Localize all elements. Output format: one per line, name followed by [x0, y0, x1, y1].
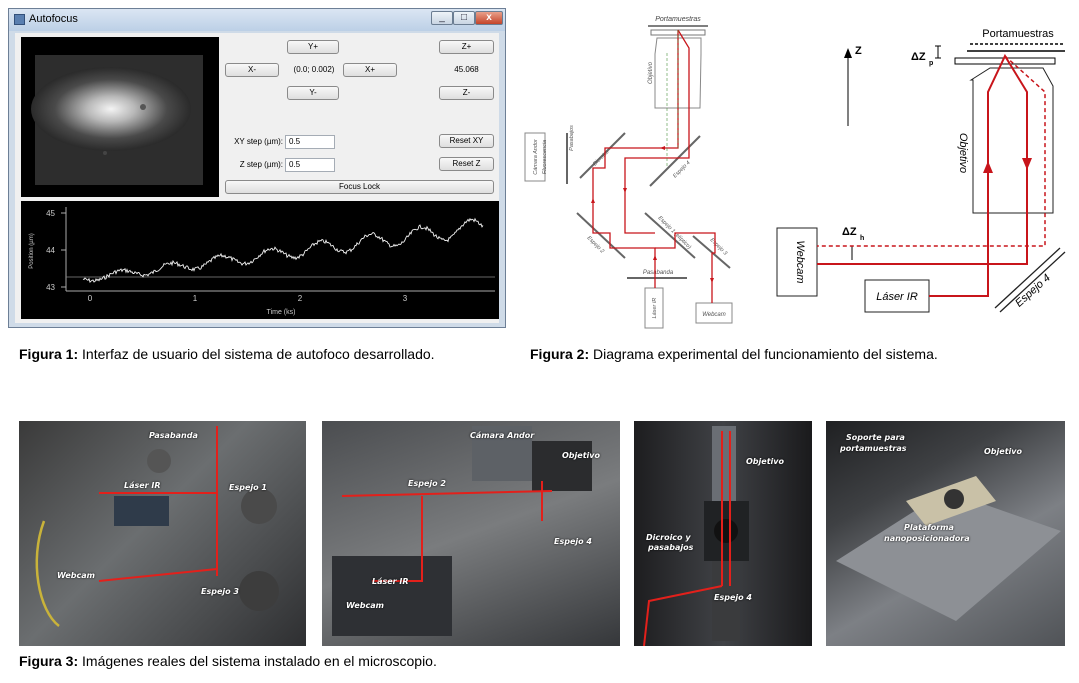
left-fluorescencia-label: Fluorescencia — [542, 140, 548, 174]
y-tick-label: 44 — [46, 246, 55, 255]
photo2-webcam-label: Webcam — [346, 601, 384, 610]
left-dicroico-label: Dicroico — [592, 149, 610, 167]
photo1-webcam-label: Webcam — [57, 571, 95, 580]
left-laser-label: Láser IR — [652, 298, 658, 319]
right-dzp-subscript: p — [929, 60, 933, 67]
minimize-button[interactable]: _ — [431, 11, 453, 25]
figure-3-text: Imágenes reales del sistema instalado en… — [78, 653, 437, 669]
right-laser-label: Láser IR — [876, 291, 918, 303]
photo-1: Pasabanda Láser IR Espejo 1 Webcam Espej… — [19, 421, 306, 646]
photo1-laser-label: Láser IR — [124, 481, 161, 490]
window-client-area: Y+ Z+ X- (0.0; 0.002) X+ 45.068 Y- Z- XY… — [15, 33, 499, 323]
left-portamuestras-label: Portamuestras — [655, 16, 701, 23]
photo4-soporte-label-1: Soporte para — [846, 433, 905, 442]
y-axis-label: Position (µm) — [29, 233, 35, 268]
figure-3-label: Figura 3: — [19, 653, 78, 669]
x-axis-label: Time (ks) — [267, 309, 296, 316]
photo4-plataforma-label-2: nanoposicionadora — [884, 534, 970, 543]
photo3-dicroico-label: Dicroico y — [646, 533, 691, 542]
close-button[interactable]: x — [475, 11, 503, 25]
maximize-button[interactable]: □ — [453, 11, 475, 25]
xy-step-label: XY step (µm): — [233, 136, 283, 148]
figure-2-diagram: Portamuestras Objetivo Cámara Andor Fluo… — [515, 8, 1075, 338]
focus-lock-button[interactable]: Focus Lock — [225, 180, 494, 194]
left-camara-label: Cámara Andor — [533, 138, 539, 175]
photo3-pasabajos-label: pasabajos — [648, 543, 693, 552]
figure-2-label: Figura 2: — [530, 346, 589, 362]
left-espejo4-label: Espejo 4 — [672, 160, 691, 179]
z-position-readout: 45.068 — [439, 64, 494, 76]
z-step-label: Z step (µm): — [233, 159, 283, 171]
y-minus-button[interactable]: Y- — [287, 86, 339, 100]
x-plus-button[interactable]: X+ — [343, 63, 397, 77]
position-plot: 45 44 43 0 1 2 3 Time (ks) Position (µm) — [21, 201, 499, 319]
z-step-input[interactable]: 0.5 — [285, 158, 335, 172]
xy-position-readout: (0.0; 0.002) — [287, 64, 341, 76]
reset-xy-button[interactable]: Reset XY — [439, 134, 494, 148]
x-tick-label: 2 — [298, 294, 303, 303]
photo-4: Soporte para portamuestras Objetivo Plat… — [826, 421, 1065, 646]
xy-step-input[interactable]: 0.5 — [285, 135, 335, 149]
right-espejo4-label: Espejo 4 — [1013, 272, 1053, 310]
photo2-espejo4-label: Espejo 4 — [554, 537, 592, 546]
y-tick-label: 45 — [46, 209, 55, 218]
photo2-espejo2-label: Espejo 2 — [408, 479, 446, 488]
x-minus-button[interactable]: X- — [225, 63, 279, 77]
photo1-pasabanda-label: Pasabanda — [149, 431, 198, 440]
photo-3: Objetivo Dicroico y pasabajos Espejo 4 — [634, 421, 812, 646]
left-espejo2-label: Espejo 2 — [586, 235, 605, 254]
right-z-axis-label: Z — [855, 45, 862, 57]
photo3-espejo4-label: Espejo 4 — [714, 593, 752, 602]
right-dzp-label: ΔZ — [911, 51, 926, 63]
figure-2-text: Diagrama experimental del funcionamiento… — [589, 346, 938, 362]
reset-z-button[interactable]: Reset Z — [439, 157, 494, 171]
right-dzh-label: ΔZ — [842, 226, 857, 238]
photo2-camara-label: Cámara Andor — [470, 431, 534, 440]
photo-1-overlay — [19, 421, 306, 646]
left-objetivo-label: Objetivo — [648, 61, 654, 84]
figure-1-label: Figura 1: — [19, 346, 78, 362]
photo1-espejo1-label: Espejo 1 — [229, 483, 267, 492]
position-trace — [83, 219, 483, 282]
y-tick-label: 43 — [46, 283, 55, 292]
camera-image — [21, 37, 219, 197]
camera-view — [21, 37, 219, 197]
right-portamuestras-label: Portamuestras — [982, 28, 1054, 40]
diagram-svg: Portamuestras Objetivo Cámara Andor Fluo… — [515, 8, 1075, 338]
x-tick-label: 3 — [403, 294, 408, 303]
photo4-plataforma-label-1: Plataforma — [904, 523, 954, 532]
photo4-soporte-label-2: portamuestras — [840, 444, 907, 453]
left-pasabanda-label: Pasabanda — [643, 270, 674, 276]
autofocus-window: Autofocus _ □ x — [8, 8, 506, 328]
photo4-objetivo-label: Objetivo — [984, 447, 1022, 456]
photo3-objetivo-label: Objetivo — [746, 457, 784, 466]
photo-2: Cámara Andor Objetivo Espejo 2 Espejo 4 … — [322, 421, 620, 646]
figure-1-text: Interfaz de usuario del sistema de autof… — [78, 346, 434, 362]
left-webcam-label: Webcam — [702, 312, 726, 318]
photo2-objetivo-label: Objetivo — [562, 451, 600, 460]
photo2-laser-label: Láser IR — [372, 577, 409, 586]
photo1-espejo3-label: Espejo 3 — [201, 587, 239, 596]
app-icon — [14, 14, 25, 25]
right-objetivo-label: Objetivo — [957, 133, 969, 173]
window-title: Autofocus — [29, 13, 78, 25]
title-bar[interactable]: Autofocus _ □ x — [9, 9, 505, 31]
x-tick-label: 0 — [88, 294, 93, 303]
right-webcam-label: Webcam — [794, 240, 806, 283]
figure-3-caption: Figura 3: Imágenes reales del sistema in… — [19, 653, 437, 669]
figure-1-caption: Figura 1: Interfaz de usuario del sistem… — [19, 346, 435, 362]
y-plus-button[interactable]: Y+ — [287, 40, 339, 54]
x-tick-label: 1 — [193, 294, 198, 303]
figure-2-caption: Figura 2: Diagrama experimental del func… — [530, 346, 938, 362]
left-pasabajos-label: Pasabajos — [569, 125, 575, 151]
z-plus-button[interactable]: Z+ — [439, 40, 494, 54]
right-dzh-subscript: h — [860, 235, 864, 242]
position-plot-svg: 45 44 43 0 1 2 3 Time (ks) Position (µm) — [21, 201, 499, 319]
z-minus-button[interactable]: Z- — [439, 86, 494, 100]
